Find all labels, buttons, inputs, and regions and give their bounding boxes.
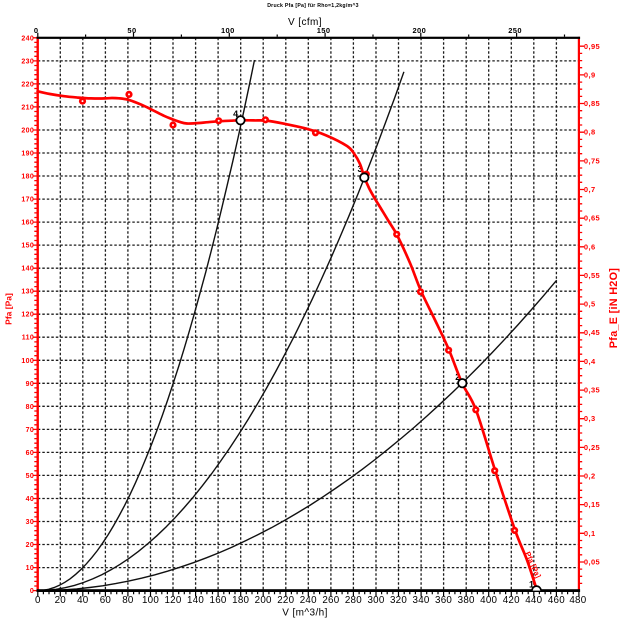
svg-text:150: 150 — [317, 26, 331, 35]
svg-text:50: 50 — [127, 26, 136, 35]
svg-text:0,05: 0,05 — [584, 558, 600, 567]
svg-text:200: 200 — [412, 26, 426, 35]
svg-text:4: 4 — [233, 109, 238, 119]
svg-text:0,15: 0,15 — [584, 500, 600, 509]
svg-text:0,45: 0,45 — [584, 328, 600, 337]
svg-text:0,6: 0,6 — [584, 242, 596, 251]
svg-text:90: 90 — [26, 381, 35, 388]
svg-text:0,35: 0,35 — [584, 386, 600, 395]
svg-text:0,3: 0,3 — [584, 414, 596, 423]
svg-text:0,9: 0,9 — [584, 70, 596, 79]
svg-text:480: 480 — [569, 595, 586, 606]
svg-text:140: 140 — [21, 266, 34, 273]
svg-text:400: 400 — [480, 595, 497, 606]
svg-text:0,5: 0,5 — [584, 300, 596, 309]
svg-text:0,1: 0,1 — [584, 529, 596, 538]
svg-text:20: 20 — [55, 595, 67, 606]
svg-text:0,25: 0,25 — [584, 443, 600, 452]
svg-text:V [cfm]: V [cfm] — [288, 17, 322, 28]
svg-text:120: 120 — [164, 595, 181, 606]
svg-text:160: 160 — [21, 220, 34, 227]
svg-text:10: 10 — [26, 565, 35, 572]
svg-text:0,2: 0,2 — [584, 472, 596, 481]
svg-text:1: 1 — [529, 580, 534, 590]
svg-text:100: 100 — [21, 358, 34, 365]
svg-text:80: 80 — [26, 404, 35, 411]
svg-text:220: 220 — [21, 81, 34, 88]
svg-text:0,7: 0,7 — [584, 185, 596, 194]
svg-text:V [m^3/h]: V [m^3/h] — [282, 607, 328, 618]
svg-text:0: 0 — [35, 595, 41, 606]
svg-text:50: 50 — [26, 473, 35, 480]
svg-text:200: 200 — [255, 595, 272, 606]
svg-text:100: 100 — [142, 595, 159, 606]
svg-text:140: 140 — [187, 595, 204, 606]
svg-text:380: 380 — [458, 595, 475, 606]
svg-text:3: 3 — [357, 164, 362, 174]
svg-text:120: 120 — [21, 312, 34, 319]
svg-text:440: 440 — [525, 595, 542, 606]
svg-text:Pfa [Pa]: Pfa [Pa] — [4, 293, 14, 325]
svg-text:20: 20 — [26, 542, 35, 549]
svg-text:40: 40 — [77, 595, 89, 606]
svg-text:2: 2 — [455, 372, 460, 382]
svg-text:0,55: 0,55 — [584, 271, 600, 280]
svg-text:200: 200 — [21, 128, 34, 135]
svg-text:210: 210 — [21, 104, 34, 111]
svg-text:0,75: 0,75 — [584, 156, 600, 165]
svg-text:0: 0 — [30, 588, 34, 595]
svg-text:300: 300 — [367, 595, 384, 606]
svg-text:110: 110 — [22, 335, 34, 342]
svg-text:180: 180 — [21, 174, 34, 181]
svg-text:220: 220 — [277, 595, 294, 606]
svg-text:190: 190 — [21, 151, 34, 158]
svg-text:320: 320 — [390, 595, 407, 606]
svg-text:230: 230 — [21, 58, 34, 65]
svg-text:250: 250 — [508, 26, 522, 35]
svg-text:340: 340 — [413, 595, 430, 606]
svg-text:360: 360 — [435, 595, 452, 606]
svg-text:420: 420 — [503, 595, 520, 606]
svg-text:30: 30 — [26, 519, 35, 526]
svg-text:150: 150 — [21, 243, 34, 250]
svg-text:0,95: 0,95 — [584, 42, 600, 51]
svg-text:0,4: 0,4 — [584, 357, 596, 366]
svg-text:240: 240 — [300, 595, 317, 606]
svg-text:Pfa_E [iN H2O]: Pfa_E [iN H2O] — [608, 268, 620, 348]
svg-text:60: 60 — [100, 595, 112, 606]
svg-text:40: 40 — [26, 496, 35, 503]
svg-text:170: 170 — [21, 197, 34, 204]
svg-text:180: 180 — [232, 595, 249, 606]
svg-text:Druck Pfa [Pa] für Rho=1,2kg/m: Druck Pfa [Pa] für Rho=1,2kg/m^3 — [267, 3, 359, 9]
svg-text:460: 460 — [548, 595, 565, 606]
svg-text:0,65: 0,65 — [584, 214, 600, 223]
svg-text:70: 70 — [26, 427, 35, 434]
svg-text:240: 240 — [21, 35, 34, 42]
svg-text:0,8: 0,8 — [584, 128, 596, 137]
svg-text:0: 0 — [34, 26, 39, 35]
svg-text:130: 130 — [21, 289, 34, 296]
svg-text:280: 280 — [345, 595, 362, 606]
svg-text:60: 60 — [26, 450, 35, 457]
svg-text:0,85: 0,85 — [584, 99, 600, 108]
svg-text:100: 100 — [221, 26, 235, 35]
svg-text:80: 80 — [122, 595, 134, 606]
svg-text:260: 260 — [322, 595, 339, 606]
svg-text:160: 160 — [210, 595, 227, 606]
